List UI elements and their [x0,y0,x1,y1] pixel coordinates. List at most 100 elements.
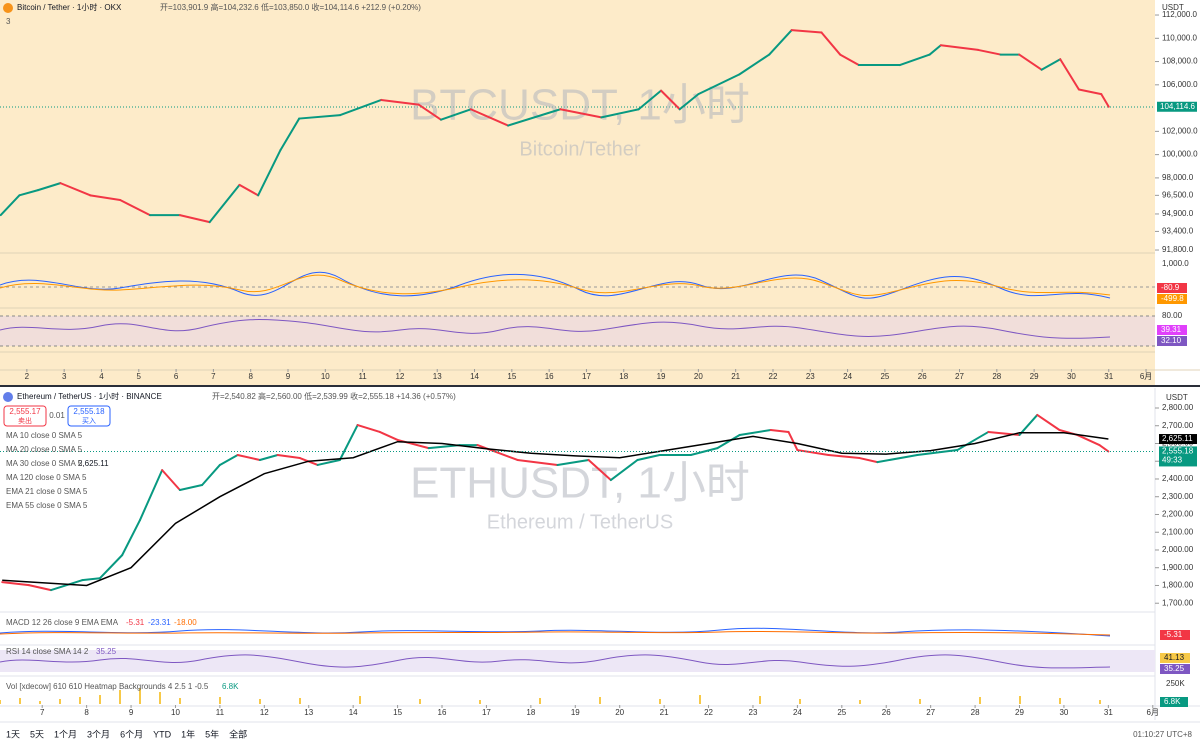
x-tick-label: 13 [304,708,313,717]
price-segment [956,430,990,452]
sell-button[interactable] [3,405,47,427]
price-segment [81,577,101,582]
y-tick-label: 1,900.00 [1162,563,1194,572]
indicator-label[interactable]: MA 20 close 0 SMA 5 [6,445,83,454]
x-tick-label: 13 [433,372,442,381]
price-segment [769,428,790,433]
range-button[interactable]: 5天 [30,729,44,739]
y-tick-label: 2,100.00 [1162,527,1194,536]
x-tick-label: 14 [470,372,479,381]
x-tick-label: 23 [749,708,758,717]
price-segment [356,424,381,433]
sell-price[interactable]: 2,555.17 [9,407,41,416]
price-segment [977,48,1002,56]
price-tag [1160,664,1190,674]
macd-value: -18.00 [174,618,197,627]
price-segment [689,447,719,457]
price-segment [839,53,860,67]
eth-ohlc: 开=2,540.82 高=2,560.00 低=2,539.99 收=2,555… [212,391,456,401]
price-segment [796,449,830,457]
price-segment [59,182,92,197]
x-tick-label: 12 [395,372,404,381]
price-segment [138,469,164,522]
x-tick-label: 18 [526,708,535,717]
watermark: ETHUSDT, 1小时 [410,459,750,508]
price-segment [218,454,239,466]
range-button[interactable]: 3个月 [87,729,110,739]
range-button[interactable]: 1个月 [54,729,77,739]
price-segment [1040,58,1062,71]
price-tag [1160,697,1188,707]
macd-signal [0,630,1111,636]
rsi-label: RSI 14 close SMA 14 2 [6,647,89,656]
price-segment [1077,88,1103,96]
price-segment [1018,413,1039,436]
price-segment [0,194,21,217]
volume-bars [0,688,1101,704]
x-tick-label: 16 [438,708,447,717]
price-segment [898,53,931,67]
x-tick-label: 21 [731,372,740,381]
rsi-band [0,650,1155,672]
y-tick-label: 96,500.0 [1162,190,1194,199]
price-segment [439,108,472,121]
x-tick-label: 26 [918,372,927,381]
y-tick-label: 102,000.0 [1162,126,1198,135]
x-tick-label: 19 [657,372,666,381]
range-button[interactable]: YTD [153,729,172,739]
indicator-label[interactable]: MA 30 close 0 SMA 5 [6,459,83,468]
range-button[interactable]: 1天 [6,729,20,739]
y-tick-label: 2,200.00 [1162,510,1194,519]
range-button[interactable]: 1年 [181,728,195,739]
y-tick-label: 110,000.0 [1162,33,1198,42]
indicator-label[interactable]: EMA 55 close 0 SMA 5 [6,501,88,510]
price-segment [1036,413,1061,431]
ma30-value: 2,625.11 [78,459,109,468]
x-tick-label: 6月 [1140,372,1152,381]
osc-tag: -499.8 [1161,294,1184,303]
sell-label[interactable]: 卖出 [18,416,32,425]
price-segment [716,433,741,450]
watermark-sub: Ethereum / TetherUS [487,511,673,533]
price-segment [636,454,661,461]
y-tick-label: 2,300.00 [1162,492,1194,501]
range-button[interactable]: 全部 [229,728,247,739]
price-segment [338,424,359,461]
x-tick-label: 7 [40,708,45,717]
price-segment [208,183,241,224]
price-segment [916,449,959,457]
last-price-label: 2,555.18 [1162,447,1194,456]
price-segment [89,194,122,201]
osc-axis-label: 1,000.0 [1162,259,1189,268]
range-button[interactable]: 5年 [205,728,219,739]
indicator-label[interactable]: MA 120 close 0 SMA 5 [6,473,87,482]
eth-icon [3,392,13,402]
macd-line [0,627,1111,637]
price-segment [298,114,342,120]
rsi-line [0,654,1111,669]
indicator-label[interactable]: EMA 21 close 0 SMA 5 [6,487,88,496]
x-tick-label: 27 [955,372,964,381]
price-tag [1157,325,1187,335]
indicator-label[interactable]: MA 10 close 0 SMA 5 [6,431,83,440]
price-segment [939,44,980,51]
price-segment [257,148,282,197]
price-tag [1157,336,1187,346]
y-tick-label: 93,400.0 [1162,227,1194,236]
range-button[interactable]: 6个月 [120,729,143,739]
x-tick-label: 6 [174,372,179,381]
y-tick-label: 2,700.00 [1162,421,1194,430]
buy-button[interactable] [67,405,111,427]
buy-label[interactable]: 买入 [82,417,96,425]
price-segment [178,214,211,224]
x-tick-label: 30 [1059,708,1068,717]
price-segment [178,484,204,491]
buy-price[interactable]: 2,555.18 [73,407,105,416]
y-tick-label: 91,800.0 [1162,245,1194,254]
price-segment [609,458,639,482]
ma30-tag-label: 2,625.11 [1162,434,1193,443]
x-tick-label: 3 [62,372,67,381]
y-tick-label: 106,000.0 [1162,80,1198,89]
collapse-count[interactable]: 3 [6,17,11,26]
